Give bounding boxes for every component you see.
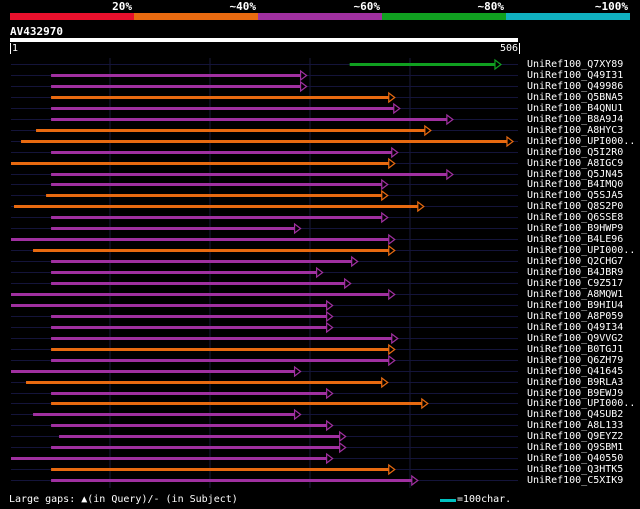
hit-label[interactable]: UniRef100_Q4SUB2: [527, 408, 624, 420]
hit-label[interactable]: UniRef100_B4JBR9: [527, 266, 624, 278]
hit-arrow: [344, 277, 352, 290]
scale-end: 506: [499, 43, 520, 54]
hit-label[interactable]: UniRef100_B4IMQ0: [527, 178, 624, 190]
hit-arrow: [326, 419, 334, 432]
hit-arrow: [494, 58, 502, 71]
legend-segment: [258, 13, 382, 20]
hit-label[interactable]: UniRef100_Q7XY89: [527, 58, 624, 70]
hit-label[interactable]: UniRef100_Q49I31: [527, 69, 624, 81]
legend-label: ~100%: [594, 0, 628, 13]
hit-arrow: [293, 222, 302, 235]
legend-segment: [10, 13, 134, 20]
hit-arrow: [351, 255, 359, 268]
hit-arrow: [293, 408, 302, 421]
hit-arrow: [388, 244, 396, 257]
hit-label[interactable]: UniRef100_Q5JN45: [527, 168, 624, 180]
query-scale: 1 506: [10, 43, 520, 55]
hit-arrow: [388, 233, 396, 246]
hit-arrow: [326, 310, 334, 323]
hit-arrow: [326, 321, 334, 334]
hit-arrow: [391, 146, 399, 159]
hit-label[interactable]: UniRef100_A8HYC3: [527, 124, 624, 136]
legend-label: ~60%: [353, 0, 381, 13]
hit-label[interactable]: UniRef100_B9EWJ9: [527, 387, 624, 399]
hit-arrow: [417, 200, 425, 213]
hit-arrow: [388, 343, 396, 356]
hit-label[interactable]: UniRef100_Q41645: [527, 365, 624, 377]
hit-label[interactable]: UniRef100_UPI000..: [527, 135, 636, 147]
hit-label[interactable]: UniRef100_Q49I34: [527, 321, 624, 333]
hit-arrow: [424, 124, 432, 137]
hit-label[interactable]: UniRef100_A8IGC9: [527, 157, 624, 169]
identity-legend: 20% ~40% ~60% ~80% ~100%: [10, 1, 630, 20]
hit-arrow: [388, 288, 396, 301]
hit-arrow: [388, 354, 396, 367]
legend-label: 20%: [112, 0, 132, 13]
hit-arrow: [316, 266, 324, 279]
hit-label[interactable]: UniRef100_Q49986: [527, 80, 624, 92]
query-bar: [10, 38, 518, 42]
hit-label[interactable]: UniRef100_Q2CHG7: [527, 255, 624, 267]
hit-label[interactable]: UniRef100_A8L133: [527, 419, 624, 431]
hit-arrow: [388, 463, 396, 476]
hit-label[interactable]: UniRef100_C5XIK9: [527, 474, 624, 486]
hit-arrow: [446, 168, 454, 181]
scale-bar: [440, 499, 456, 502]
hit-label[interactable]: UniRef100_B4LE96: [527, 233, 624, 245]
scale-bar-label: =100char.: [457, 494, 512, 505]
hit-arrow: [391, 332, 399, 345]
hit-label[interactable]: UniRef100_B0TGJ1: [527, 343, 624, 355]
hit-label[interactable]: UniRef100_Q6SSE8: [527, 211, 624, 223]
hit-arrow: [421, 397, 429, 410]
hit-label[interactable]: UniRef100_Q9SBM1: [527, 441, 624, 453]
query-name: AV432970: [10, 25, 63, 38]
scale-start: 1: [10, 43, 19, 54]
hit-label[interactable]: UniRef100_Q9EYZ2: [527, 430, 624, 442]
hit-arrow: [388, 157, 396, 170]
hit-arrow: [388, 91, 396, 104]
hit-arrow: [326, 452, 334, 465]
hit-label[interactable]: UniRef100_A8P059: [527, 310, 624, 322]
hit-label[interactable]: UniRef100_Q5BNA5: [527, 91, 624, 103]
hit-label[interactable]: UniRef100_Q5SJA5: [527, 189, 624, 201]
hit-arrow: [293, 365, 302, 378]
hit-label[interactable]: UniRef100_Q6ZH79: [527, 354, 624, 366]
hit-label[interactable]: UniRef100_UPI000..: [527, 397, 636, 409]
hit-label[interactable]: UniRef100_C9Z517: [527, 277, 624, 289]
hit-label[interactable]: UniRef100_B9RLA3: [527, 376, 624, 388]
hit-label[interactable]: UniRef100_A8MQW1: [527, 288, 624, 300]
legend-segment: [382, 13, 506, 20]
hit-arrow: [506, 135, 514, 148]
hit-arrow: [381, 189, 389, 202]
hit-label[interactable]: UniRef100_B9HIU4: [527, 299, 624, 311]
hit-arrow: [299, 69, 308, 82]
hit-label[interactable]: UniRef100_Q9VVG2: [527, 332, 624, 344]
hit-label[interactable]: UniRef100_B4QNU1: [527, 102, 624, 114]
hit-arrow: [411, 474, 419, 487]
legend-segment: [506, 13, 630, 20]
hit-arrow: [299, 80, 308, 93]
hit-arrow: [339, 441, 347, 454]
hit-arrow: [326, 299, 334, 312]
hit-label[interactable]: UniRef100_B8A9J4: [527, 113, 624, 125]
hit-label[interactable]: UniRef100_UPI000..: [527, 244, 636, 256]
hit-arrow: [381, 376, 389, 389]
hit-label[interactable]: UniRef100_Q40550: [527, 452, 624, 464]
legend-segment: [134, 13, 258, 20]
hit-arrow: [446, 113, 454, 126]
legend-label: ~40%: [229, 0, 257, 13]
hit-arrow: [381, 178, 389, 191]
hit-arrow: [393, 102, 401, 115]
hit-arrow: [381, 211, 389, 224]
hit-label[interactable]: UniRef100_B9HWP9: [527, 222, 624, 234]
large-gaps-legend: Large gaps: ▲(in Query)/- (in Subject): [9, 494, 238, 505]
hit-arrow: [326, 387, 334, 400]
hit-label[interactable]: UniRef100_Q5I2R0: [527, 146, 624, 158]
hit-label[interactable]: UniRef100_Q8S2P0: [527, 200, 624, 212]
legend-label: ~80%: [477, 0, 505, 13]
hit-label[interactable]: UniRef100_Q3HTK5: [527, 463, 624, 475]
hit-arrow: [339, 430, 347, 443]
